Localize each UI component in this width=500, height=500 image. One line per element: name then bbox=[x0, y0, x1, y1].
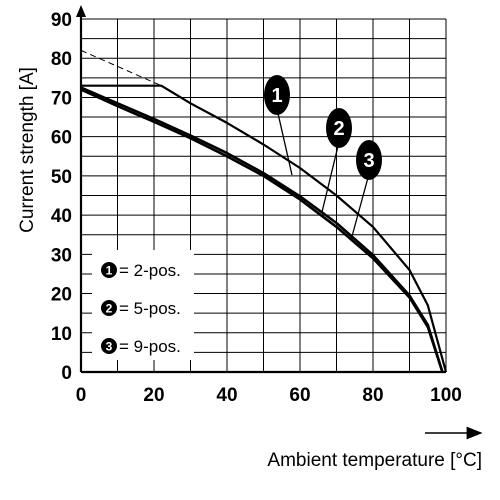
marker-badge-1 bbox=[264, 75, 290, 115]
x-tick-labels: 0 20 40 60 80 100 bbox=[76, 385, 462, 406]
series-line-1 bbox=[81, 84, 448, 373]
y-axis-label: Current strength [A] bbox=[17, 67, 38, 233]
x-tick-label: 40 bbox=[216, 385, 237, 406]
y-axis-arrowhead bbox=[76, 5, 86, 17]
series-lines bbox=[80, 49, 448, 373]
series-markers: 1 23 bbox=[264, 75, 382, 241]
marker-label-3: 3 bbox=[363, 150, 374, 172]
axes bbox=[76, 5, 446, 374]
legend-badge-3 bbox=[101, 338, 117, 354]
y-tick-label: 10 bbox=[51, 324, 72, 345]
y-tick-label: 40 bbox=[51, 206, 72, 227]
y-tick-label: 70 bbox=[51, 88, 72, 109]
y-tick-label: 80 bbox=[51, 49, 72, 70]
marker-leader-2 bbox=[321, 141, 340, 213]
x-tick-label: 100 bbox=[430, 385, 462, 406]
series-line-3 bbox=[80, 88, 444, 373]
y-tick-label: 50 bbox=[51, 167, 72, 188]
marker-label-1: 1 bbox=[271, 85, 282, 107]
marker-label-2: 2 bbox=[333, 118, 344, 140]
legend-badge-label: 3 bbox=[106, 340, 113, 354]
legend-entry-3: = 9-pos. bbox=[119, 337, 181, 356]
y-tick-label: 0 bbox=[61, 363, 72, 384]
x-tick-label: 0 bbox=[76, 385, 87, 406]
marker-badge-3 bbox=[356, 140, 382, 180]
y-tick-labels: 0 10 20 30 40 50 60 70 80 90 bbox=[51, 10, 72, 384]
x-tick-label: 60 bbox=[289, 385, 310, 406]
y-tick-label: 90 bbox=[51, 10, 72, 31]
extrapolation-line bbox=[80, 49, 162, 87]
legend-badge-label: 2 bbox=[106, 302, 113, 316]
marker-leader-1 bbox=[276, 108, 293, 176]
marker-leader-3 bbox=[350, 173, 370, 241]
legend: 1 = 2-pos. 2 = 5-pos. 3 = 9-pos. bbox=[101, 261, 181, 356]
x-axis-label: Ambient temperature [°C] bbox=[267, 450, 482, 471]
legend-badge-1 bbox=[101, 262, 117, 278]
marker-badge-2 bbox=[326, 108, 352, 148]
y-tick-label: 60 bbox=[51, 128, 72, 149]
x-tick-label: 20 bbox=[143, 385, 164, 406]
legend-entry-2: = 5-pos. bbox=[119, 299, 181, 318]
legend-entry-1: = 2-pos. bbox=[119, 261, 181, 280]
x-tick-label: 80 bbox=[362, 385, 383, 406]
legend-badge-2 bbox=[101, 300, 117, 316]
y-tick-label: 20 bbox=[51, 285, 72, 306]
legend-badge-label: 1 bbox=[106, 264, 113, 278]
y-tick-label: 30 bbox=[51, 245, 72, 266]
